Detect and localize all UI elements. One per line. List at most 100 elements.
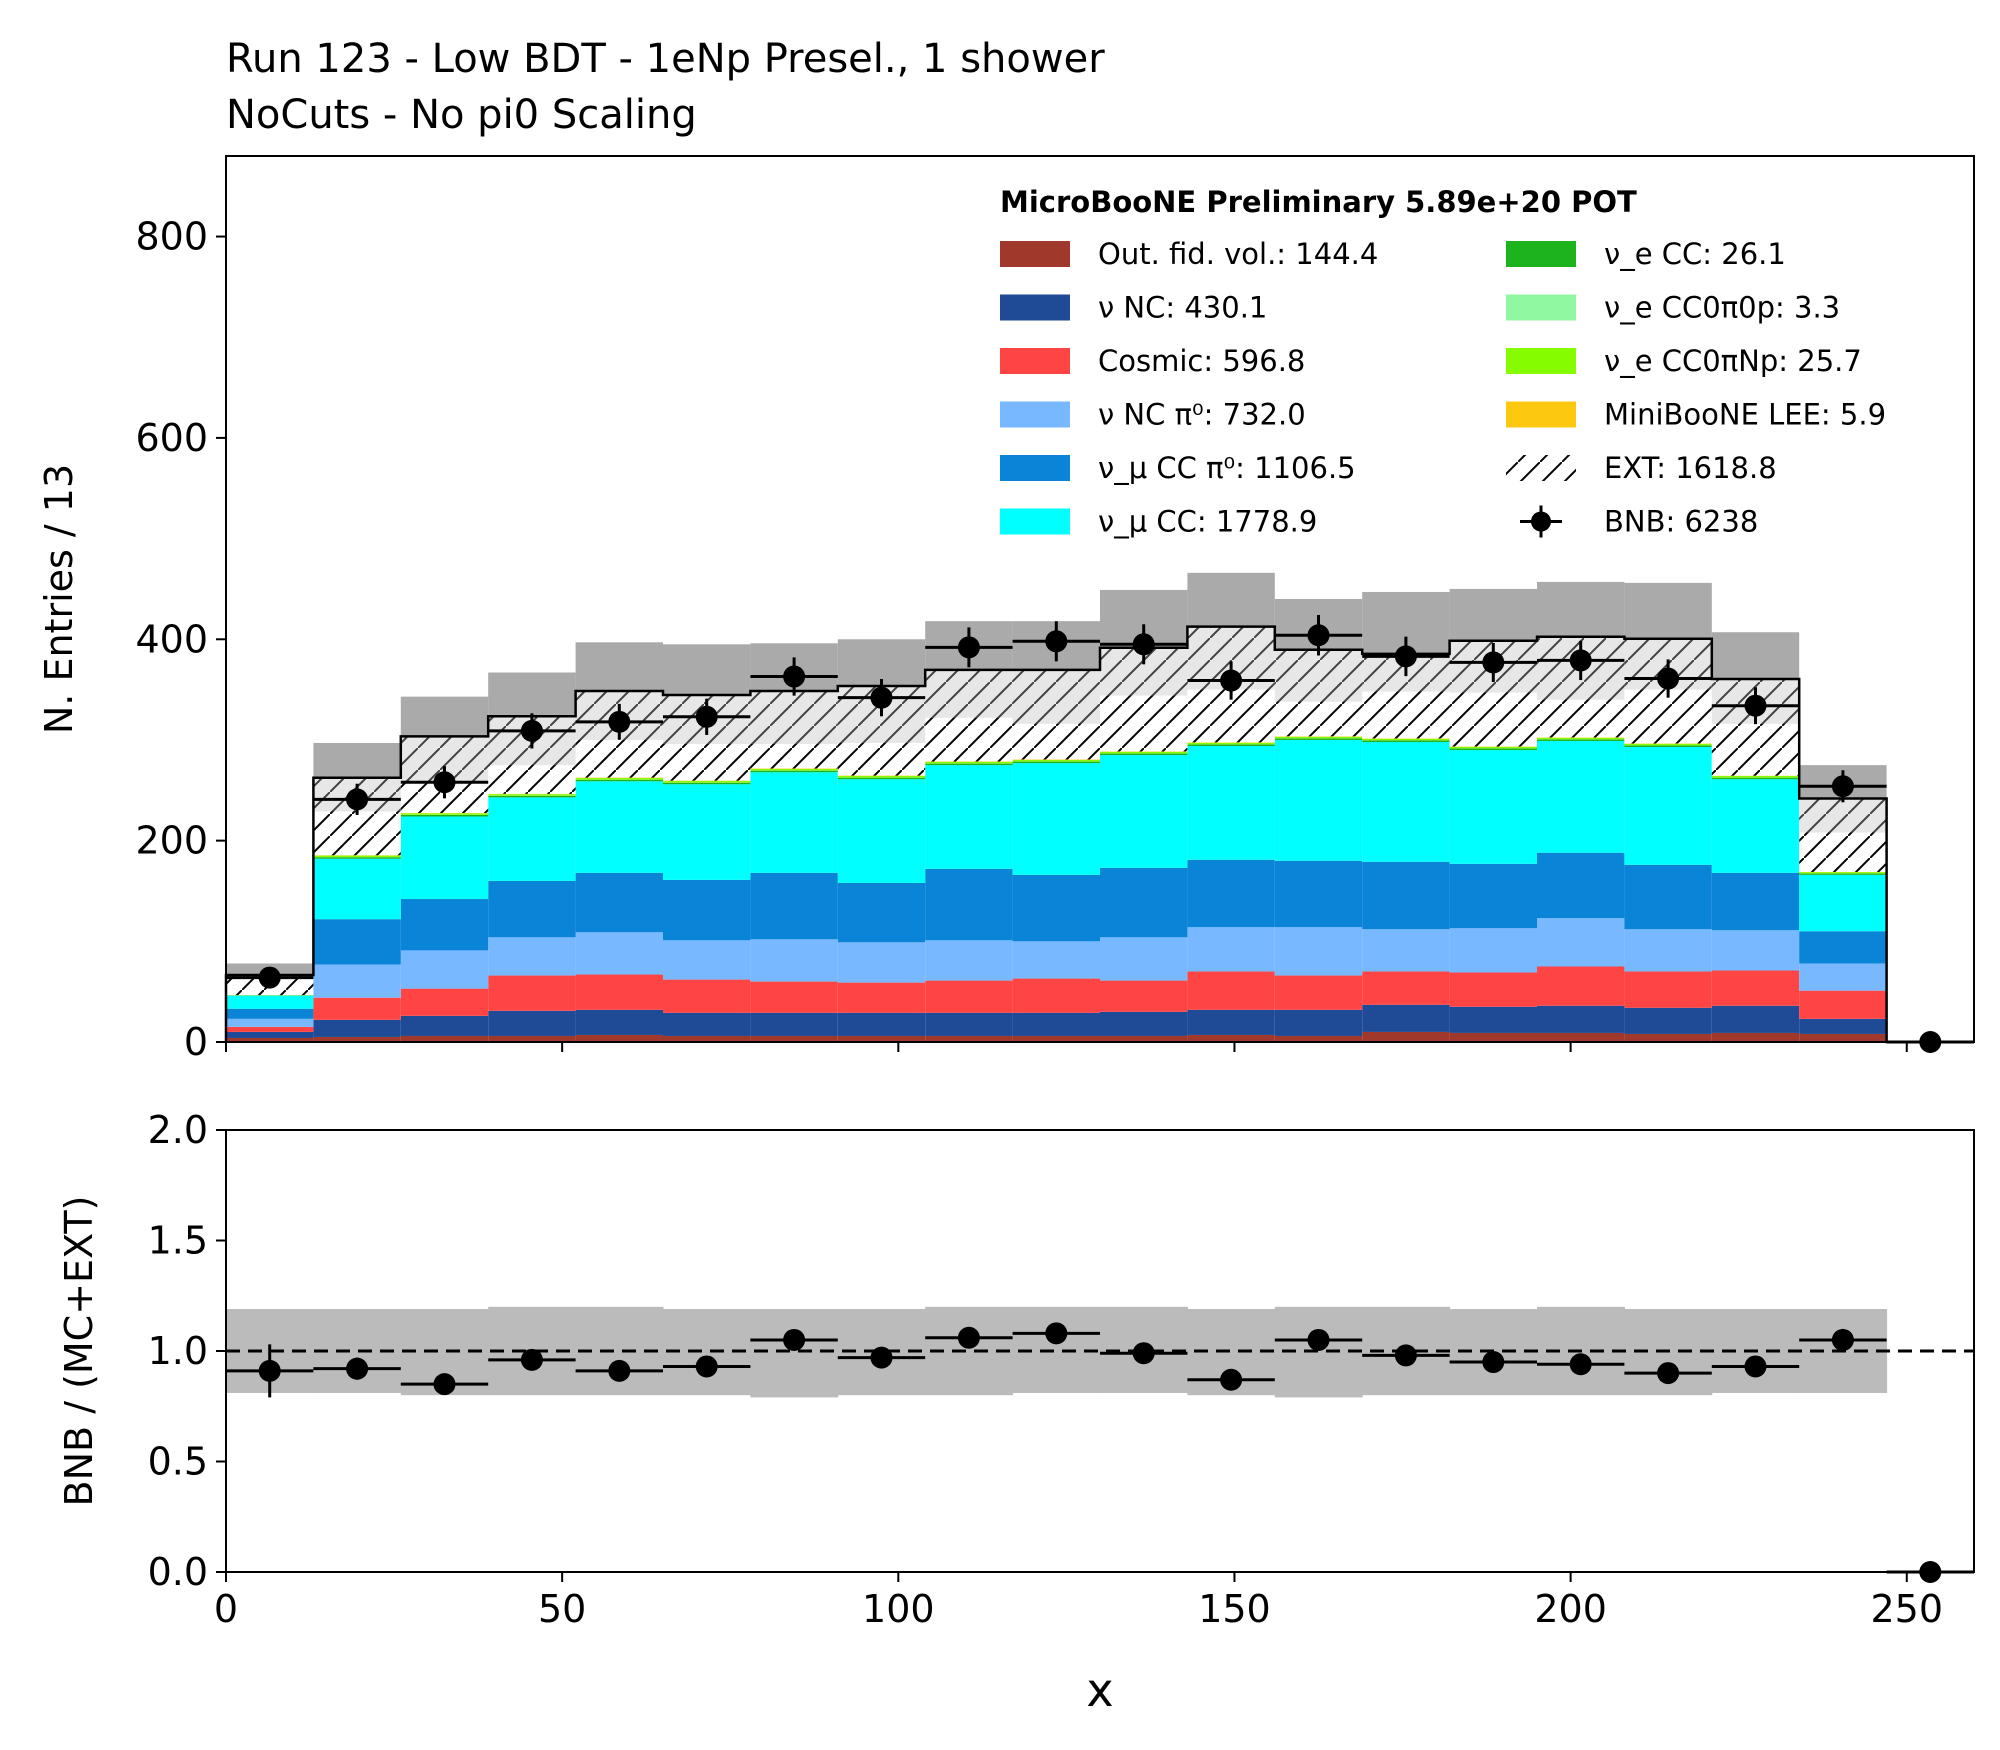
data-point-18: [1831, 775, 1854, 798]
ratio-xtick-label-5: 250: [1871, 1587, 1944, 1631]
stack-bar-s2-b18: [1799, 990, 1887, 1019]
ratio-ytick-label-2: 1.0: [148, 1329, 208, 1373]
stack-bar-s2-b1: [313, 997, 401, 1020]
stack-bar-s2-b15: [1537, 966, 1625, 1006]
legend-swatch-0-3: [1000, 401, 1070, 428]
stack-bar-s1-b5: [663, 1012, 751, 1036]
stack-bar-s3-b8: [925, 940, 1013, 981]
stack-bar-s3-b7: [837, 942, 926, 983]
data-point-3: [520, 719, 543, 742]
chart-subtitle: NoCuts - No pi0 Scaling: [226, 92, 697, 138]
stack-bar-s2-b13: [1362, 971, 1450, 1005]
stack-bar-s8-b1: [313, 855, 401, 858]
ratio-ytick-label-0: 0.0: [148, 1550, 208, 1594]
stack-bar-s2-b4: [575, 974, 663, 1010]
stack-bar-s6-b4: [575, 779, 663, 782]
legend-swatch-1-3: [1506, 401, 1576, 428]
stack-bar-s4-b0: [226, 1008, 314, 1019]
stack-bar-s8-b16: [1624, 743, 1712, 746]
stack-bar-s6-b5: [663, 782, 751, 785]
stack-bar-s0-b11: [1187, 1034, 1275, 1042]
stack-bar-s3-b17: [1711, 930, 1800, 971]
stack-bar-s5-b9: [1012, 763, 1100, 875]
stack-bar-s2-b5: [663, 979, 751, 1013]
ratio-xtick-label-4: 200: [1534, 1587, 1607, 1631]
stack-bar-s5-b14: [1449, 750, 1537, 864]
data-point-16: [1657, 667, 1680, 690]
stack-bar-s3-b4: [575, 932, 663, 975]
legend-label-0-0: Out. fid. vol.: 144.4: [1098, 237, 1378, 271]
uncertainty-band-lower-b9: [1012, 669, 1100, 724]
ratio-point-3: [520, 1348, 543, 1371]
ratio-xtick-label-3: 150: [1198, 1587, 1271, 1631]
stack-bar-s3-b13: [1362, 929, 1450, 972]
stack-bar-s3-b14: [1449, 928, 1537, 973]
stack-bar-s4-b9: [1012, 874, 1100, 942]
ratio-xtick-label-2: 100: [862, 1587, 935, 1631]
stack-bar-s2-b0: [226, 1026, 314, 1032]
ratio-point-14: [1482, 1351, 1505, 1374]
stack-bar-s4-b15: [1537, 852, 1625, 919]
stack-bar-s0-b18: [1799, 1033, 1887, 1042]
stack-bar-s6-b1: [313, 857, 401, 859]
stack-bar-s4-b5: [663, 879, 751, 941]
stack-hatch-b10: [1100, 647, 1188, 752]
legend-swatch-1-0: [1506, 241, 1576, 267]
stack-bar-s1-b16: [1624, 1007, 1712, 1034]
stack-bar-s0-b7: [837, 1035, 926, 1042]
ratio-point-9: [1045, 1322, 1068, 1345]
stack-bar-s8-b4: [575, 778, 663, 780]
stack-bar-s4-b2: [400, 899, 489, 951]
data-point-15: [1569, 649, 1592, 672]
stack-bar-s0-b4: [575, 1034, 663, 1042]
ratio-point-1: [346, 1357, 369, 1380]
uncertainty-band-upper-b16: [1624, 582, 1712, 639]
stack-bar-s5-b8: [925, 765, 1013, 869]
stack-bar-s2-b9: [1012, 978, 1100, 1013]
uncertainty-band-upper-b15: [1537, 581, 1625, 637]
stack-bar-s6-b6: [750, 770, 838, 773]
legend-label-0-2: Cosmic: 596.8: [1098, 344, 1305, 378]
stack-bar-s0-b9: [1012, 1035, 1100, 1042]
uncertainty-band-lower-b6: [750, 691, 838, 744]
stack-bar-s3-b16: [1624, 929, 1712, 972]
stack-bar-s0-b1: [313, 1036, 401, 1042]
uncertainty-band-upper-b5: [663, 644, 751, 696]
ratio-y-axis-label: BNB / (MC+EXT): [57, 1196, 101, 1507]
stack-bar-s1-b15: [1537, 1005, 1625, 1033]
uncertainty-band-upper-b17: [1711, 632, 1800, 680]
stack-bar-s0-b10: [1100, 1035, 1188, 1042]
uncertainty-band-lower-b8: [925, 669, 1013, 718]
stack-bar-s6-b14: [1449, 748, 1537, 751]
stack-hatch-b12: [1274, 649, 1363, 737]
stack-bar-s5-b7: [837, 779, 926, 883]
stack-bar-s8-b9: [1012, 759, 1100, 762]
stack-bar-s6-b7: [837, 777, 926, 780]
uncertainty-band-upper-b11: [1187, 572, 1275, 627]
stack-bar-s8-b12: [1274, 736, 1363, 739]
legend-swatch-0-4: [1000, 455, 1070, 481]
stack-bar-s6-b8: [925, 763, 1013, 766]
ratio-ytick-label-3: 1.5: [148, 1219, 208, 1263]
ratio-ytick-label-4: 2.0: [148, 1108, 208, 1152]
stack-bar-s4-b12: [1274, 860, 1363, 928]
uncertainty-band-lower-b12: [1274, 649, 1363, 702]
stack-bar-s4-b6: [750, 872, 838, 940]
stack-bar-s5-b0: [226, 995, 314, 1009]
stack-bar-s5-b3: [488, 797, 576, 881]
stack-bar-s2-b14: [1449, 972, 1537, 1007]
stack-bar-s8-b13: [1362, 738, 1450, 741]
ratio-point-7: [870, 1346, 893, 1369]
stack-bar-s1-b17: [1711, 1005, 1800, 1033]
stack-bar-s0-b0: [226, 1037, 314, 1042]
ratio-point-12: [1307, 1328, 1330, 1351]
stack-bar-s2-b3: [488, 975, 576, 1011]
stack-bar-s2-b7: [837, 982, 926, 1013]
stack-bar-s6-b11: [1187, 744, 1275, 746]
legend-label-0-1: ν NC: 430.1: [1098, 291, 1267, 325]
stack-bar-s3-b18: [1799, 963, 1887, 991]
stack-bar-s3-b3: [488, 937, 576, 976]
stack-bar-s4-b4: [575, 872, 663, 933]
data-point-11: [1220, 669, 1243, 692]
ratio-point-17: [1744, 1355, 1767, 1378]
